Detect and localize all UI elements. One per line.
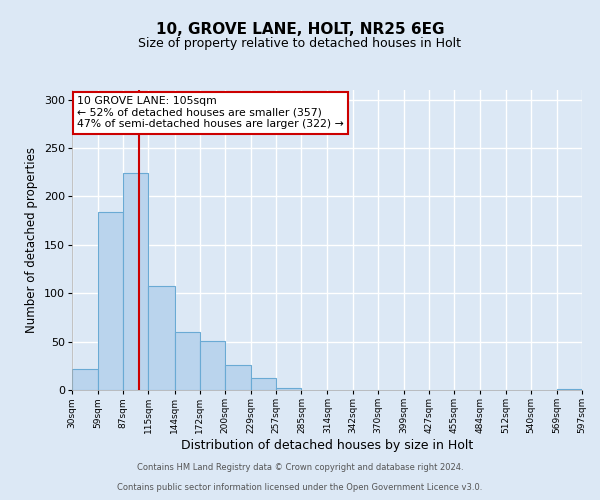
Bar <box>200 340 225 390</box>
Text: Contains HM Land Registry data © Crown copyright and database right 2024.: Contains HM Land Registry data © Crown c… <box>137 463 463 472</box>
X-axis label: Distribution of detached houses by size in Holt: Distribution of detached houses by size … <box>181 439 473 452</box>
Bar <box>557 389 582 390</box>
Text: 10 GROVE LANE: 105sqm
← 52% of detached houses are smaller (357)
47% of semi-det: 10 GROVE LANE: 105sqm ← 52% of detached … <box>77 96 344 129</box>
Text: 10, GROVE LANE, HOLT, NR25 6EG: 10, GROVE LANE, HOLT, NR25 6EG <box>156 22 444 38</box>
Bar <box>98 212 123 390</box>
Text: Size of property relative to detached houses in Holt: Size of property relative to detached ho… <box>139 38 461 51</box>
Bar <box>72 368 98 390</box>
Bar <box>148 286 175 390</box>
Text: Contains public sector information licensed under the Open Government Licence v3: Contains public sector information licen… <box>118 483 482 492</box>
Bar <box>225 365 251 390</box>
Bar <box>251 378 276 390</box>
Y-axis label: Number of detached properties: Number of detached properties <box>25 147 38 333</box>
Bar <box>123 173 148 390</box>
Bar <box>276 388 301 390</box>
Bar <box>175 332 200 390</box>
